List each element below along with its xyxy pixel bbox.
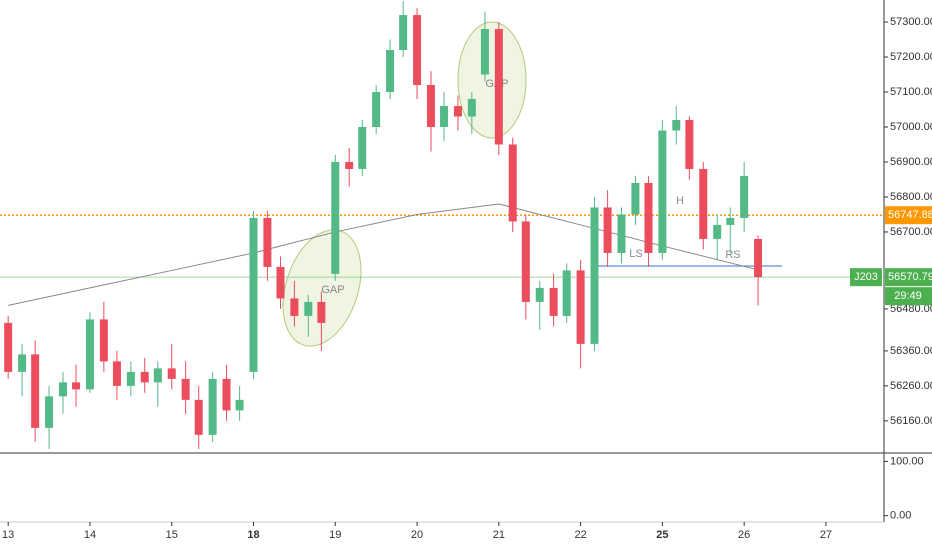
candle-body [631,182,640,215]
candle-body [386,50,395,93]
x-tick-label: 22 [574,529,586,541]
price-label-box [885,268,932,287]
candle-body [112,361,121,386]
x-tick-label: 25 [656,529,668,541]
candle-body [153,368,162,383]
candle-body [399,15,408,51]
candle-body [235,399,244,411]
candle-body [276,266,285,299]
candle-body [194,399,203,435]
candle-body [467,99,476,117]
candle-body [140,371,149,383]
candle-body [644,182,653,253]
candle-body [331,161,340,274]
candle-body [358,126,367,169]
y-tick-label: 0.00 [890,510,911,522]
annotation: GAP [321,284,344,296]
candle-body [521,221,530,302]
candle-body [480,29,489,75]
countdown-box [885,287,932,306]
annotation: RS [725,249,740,261]
price-label: 56570.79 [888,271,932,283]
candle-body [535,287,544,302]
candle-body [18,354,27,372]
candle-body [45,396,54,428]
y-tick-label: 56360.00 [890,345,932,357]
x-tick-label: 21 [493,529,505,541]
candle-body [713,224,722,239]
x-tick-label: 19 [329,529,341,541]
candle-body [222,378,231,411]
x-tick-label: 27 [820,529,832,541]
candle-body [426,85,435,127]
candle-body [181,378,190,400]
candle-body [372,92,381,127]
candle-body [290,298,299,316]
candle-body [603,207,612,253]
candle-body [263,217,272,267]
candle-body [549,287,558,316]
y-tick-label: 57000.00 [890,121,932,133]
candle-body [345,161,354,169]
candle-body [99,319,108,362]
candle-body [413,15,422,86]
candle-body [740,175,749,218]
y-tick-label: 56160.00 [890,415,932,427]
y-tick-label: 56800.00 [890,191,932,203]
candle-body [249,217,258,372]
y-tick-label: 57100.00 [890,86,932,98]
x-tick-label: 26 [738,529,750,541]
y-tick-label: 57300.00 [890,16,932,28]
candle-body [31,354,40,428]
countdown: 29:49 [894,290,922,302]
candle-body [208,378,217,435]
price-label-box [885,206,932,225]
y-tick-label: 56480.00 [890,303,932,315]
candle-body [685,119,694,169]
candle-body [617,214,626,253]
annotation: H [676,195,684,207]
candle-body [58,382,67,397]
x-tick-label: 14 [84,529,96,541]
price-label: 56747.88 [888,209,932,221]
candle-body [72,382,81,390]
candle-body [562,270,571,316]
candle-body [672,119,681,131]
candle-body [658,130,667,253]
candle-body [754,238,763,278]
candle-body [440,106,449,127]
x-tick-label: 20 [411,529,423,541]
annotation: LS [629,248,642,260]
candle-body [699,168,708,239]
candle-body [726,217,735,225]
symbol-box [850,268,882,287]
candle-body [576,270,585,344]
candle-body [453,106,462,117]
candle-body [590,207,599,344]
symbol-label: J203 [854,271,878,283]
y-tick-label: 56900.00 [890,156,932,168]
y-tick-label: 100.00 [890,455,924,467]
y-tick-label: 56260.00 [890,380,932,392]
x-tick-label: 18 [247,529,259,541]
y-tick-label: 57200.00 [890,51,932,63]
candle-body [317,301,326,323]
candle-body [167,368,176,379]
candle-body [494,29,503,145]
x-tick-label: 13 [2,529,14,541]
candle-body [508,144,517,222]
candle-body [85,319,94,390]
candle-body [126,371,135,386]
candle-body [304,301,313,316]
x-tick-label: 15 [166,529,178,541]
candle-body [4,322,13,372]
y-tick-label: 56700.00 [890,226,932,238]
